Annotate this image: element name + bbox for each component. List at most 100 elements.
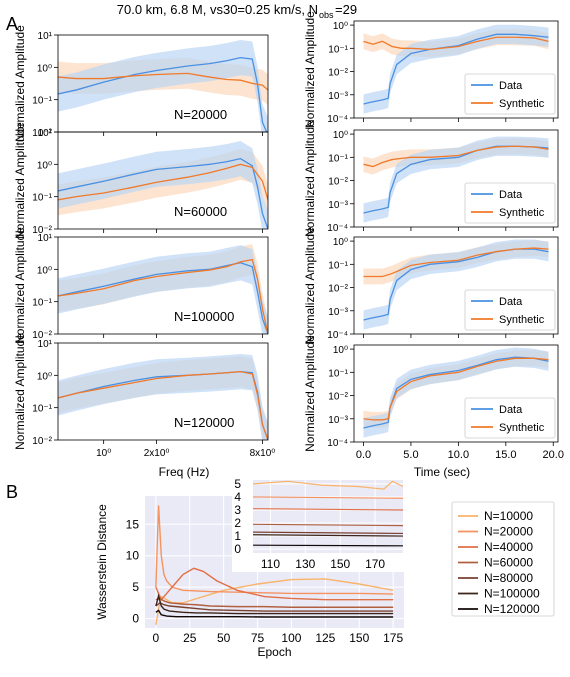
synthetic-line [58, 370, 268, 440]
inset-x-tick-label: 130 [295, 557, 315, 571]
y-tick-label: 10⁻¹ [328, 368, 348, 379]
y-tick-label: 10⁻¹ [328, 153, 348, 164]
panel-n-label: N=60000 [174, 204, 227, 219]
spectra-plot-3 [58, 244, 268, 334]
x-tick-label: 25 [183, 631, 197, 645]
inset-y-tick-label: 2 [234, 516, 241, 530]
panel-n-label: N=100000 [174, 309, 234, 324]
x-tick-label: 175 [383, 631, 403, 645]
envelope-plot-4 [363, 347, 549, 438]
y-tick-label: 10⁻² [328, 177, 348, 188]
panel-label-a: A [6, 14, 18, 34]
y-tick-label: 10 [126, 549, 140, 563]
y-tick-label: 0 [132, 612, 139, 626]
inset-series-line [252, 523, 404, 527]
legend-label: N=120000 [484, 602, 540, 616]
synthetic-line [58, 258, 268, 334]
data-band [58, 245, 268, 334]
y-tick-label: 10⁻³ [328, 307, 348, 318]
y-tick-label: 10¹ [38, 339, 53, 350]
envelope-ylabel: Normalized Amplitude [303, 227, 317, 344]
inset-y-tick-label: 5 [234, 477, 241, 491]
inset-y-tick-label: 1 [234, 529, 241, 543]
wasserstein-ylabel: Wasserstein Distance [95, 504, 109, 620]
legend-box [464, 182, 556, 224]
y-tick-label: 10¹ [38, 31, 53, 42]
series-line [155, 597, 394, 608]
figure-title-tail: =29 [335, 2, 357, 17]
axes-frame [57, 131, 269, 230]
spectra-ylabel: Normalized Amplitude [13, 227, 27, 344]
y-tick-label: 10⁻⁴ [327, 223, 348, 234]
figure-title: 70.0 km, 6.8 M, vs30=0.25 km/s, N [117, 2, 318, 17]
spectra-ylabel: Normalized Amplitude [13, 25, 27, 142]
data-line [58, 262, 268, 334]
y-tick-label: 10⁻³ [328, 200, 348, 211]
data-band [58, 354, 268, 440]
synthetic-line [363, 247, 549, 278]
inset-y-tick-label: 0 [234, 542, 241, 556]
synthetic-line [58, 72, 268, 91]
wasserstein-lines [155, 505, 394, 625]
x-tick-label: 10.0 [448, 449, 469, 461]
x-tick-label: 2x10⁰ [144, 448, 170, 459]
inset-series-line [252, 508, 404, 511]
legend-synthetic-label: Synthetic [499, 422, 545, 434]
y-tick-label: 10⁻¹ [32, 193, 52, 204]
x-tick-label: 20.0 [543, 449, 564, 461]
y-tick-label: 10⁰ [37, 371, 52, 382]
data-band [58, 40, 268, 132]
y-tick-label: 10⁻² [32, 225, 52, 236]
data-line [363, 33, 549, 105]
y-tick-label: 10⁻¹ [32, 404, 52, 415]
x-tick-label: 100 [281, 631, 301, 645]
legend-data-label: Data [499, 189, 523, 201]
inset-series-line [252, 496, 404, 499]
y-tick-label: 10⁻⁴ [327, 114, 348, 125]
figure-title-subscript: obs [319, 10, 334, 20]
y-tick-label: 10⁻² [32, 128, 52, 139]
data-band [363, 24, 549, 114]
y-tick-label: 10¹ [38, 128, 53, 139]
synthetic-line [363, 145, 549, 168]
panel-label-b: B [6, 482, 18, 502]
y-tick-label: 10⁻⁴ [327, 438, 348, 449]
wasserstein-xlabel: Epoch [257, 645, 291, 659]
envelope-ylabel: Normalized Amplitude [303, 335, 317, 452]
y-tick-label: 10⁰ [37, 265, 52, 276]
data-band [363, 347, 549, 438]
inset-plot-background [253, 480, 403, 553]
inset-y-tick-label: 3 [234, 503, 241, 517]
y-tick-label: 10⁰ [333, 345, 348, 356]
inset-series-line [252, 480, 404, 490]
legend-label: N=60000 [484, 556, 533, 570]
x-tick-label: 50 [217, 631, 231, 645]
data-line [58, 157, 268, 229]
legend-box [464, 73, 556, 115]
x-tick-label: 0 [153, 631, 160, 645]
legend-data-label: Data [499, 80, 523, 92]
x-tick-label: 0.0 [356, 449, 371, 461]
y-tick-label: 10⁻² [328, 284, 348, 295]
panel-n-label: N=120000 [174, 415, 234, 430]
y-tick-label: 10⁻¹ [328, 260, 348, 271]
panel-n-label: N=20000 [174, 107, 227, 122]
y-tick-label: 10⁻² [32, 436, 52, 447]
y-tick-label: 10⁻³ [328, 91, 348, 102]
inset-x-tick-label: 110 [261, 557, 280, 571]
series-line [155, 602, 394, 612]
inset-series-line [252, 534, 404, 537]
axes-frame [353, 129, 559, 228]
legend-box [464, 289, 556, 331]
legend-synthetic-label: Synthetic [499, 207, 545, 219]
y-tick-label: 10⁻¹ [32, 298, 52, 309]
x-tick-label: 125 [315, 631, 335, 645]
x-tick-label: 10⁰ [96, 448, 111, 459]
series-line [155, 578, 394, 625]
data-line [363, 356, 549, 429]
spectra-xlabel: Freq (Hz) [159, 465, 210, 479]
inset-x-tick-label: 150 [330, 557, 350, 571]
axes-frame [353, 20, 559, 119]
envelope-plot-3 [363, 239, 549, 330]
